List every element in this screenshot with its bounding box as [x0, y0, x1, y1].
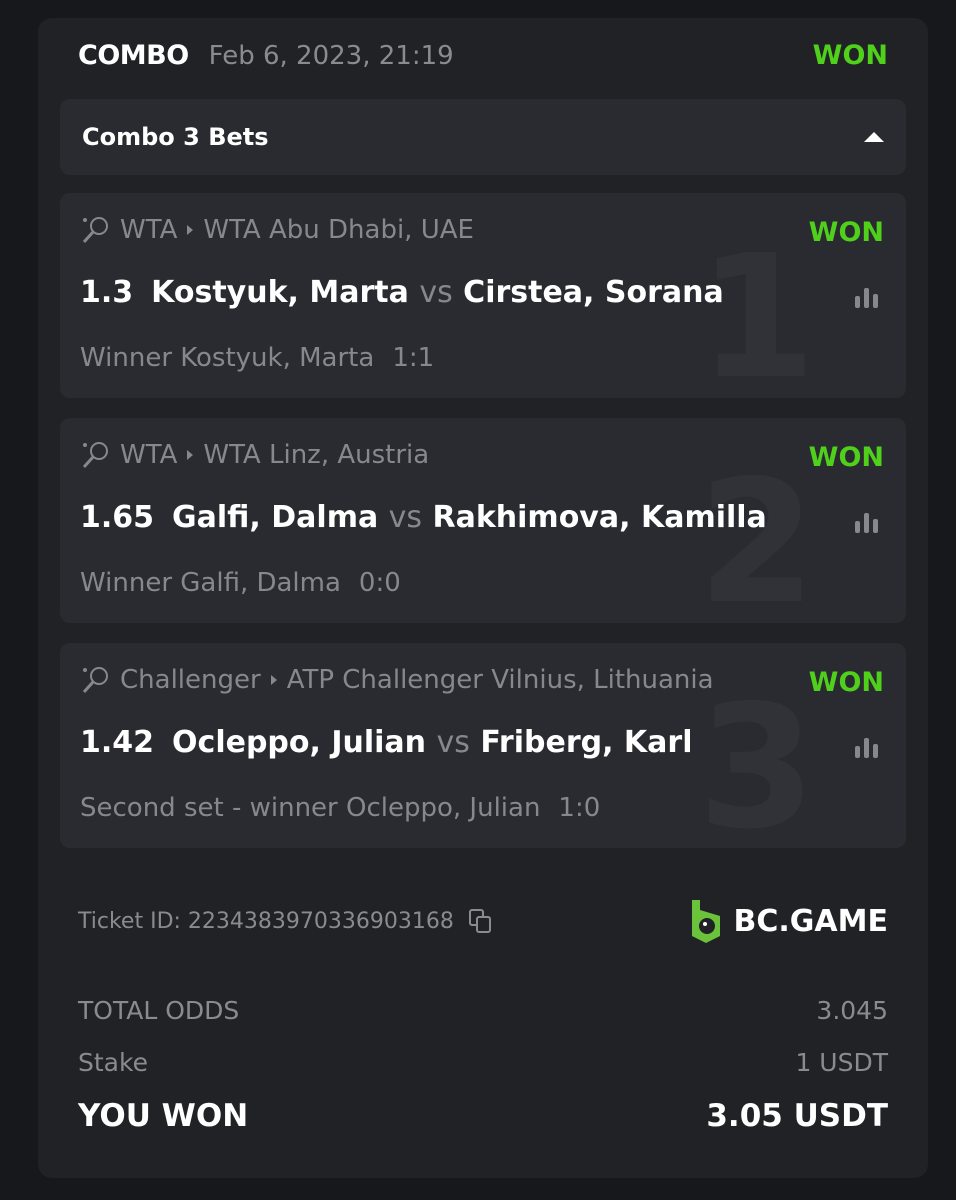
tennis-racket-icon	[82, 442, 108, 469]
combo-toggle[interactable]: Combo 3 Bets	[60, 99, 906, 175]
total-odds-row: TOTAL ODDS 3.045	[78, 996, 888, 1025]
stats-icon[interactable]	[855, 738, 878, 758]
bet-ticket-card: COMBO Feb 6, 2023, 21:19 WON Combo 3 Bet…	[38, 18, 928, 1178]
league-name: WTA Linz, Austria	[203, 440, 430, 470]
bet-date: Feb 6, 2023, 21:19	[208, 41, 454, 71]
bet-status: WON	[808, 217, 884, 248]
league-path[interactable]: Challenger ATP Challenger Vilnius, Lithu…	[80, 665, 790, 695]
breadcrumb-arrow-icon	[187, 450, 194, 460]
league-path[interactable]: WTA WTA Linz, Austria	[80, 440, 790, 470]
bet-index: 2	[697, 444, 816, 623]
total-odds-value: 3.045	[816, 996, 888, 1025]
you-won-label: YOU WON	[78, 1098, 249, 1134]
match: 1.42 Ocleppo, Julian vs Friberg, Karl	[80, 725, 693, 760]
you-won-value: 3.05 USDT	[706, 1098, 888, 1134]
bet-status: WON	[808, 442, 884, 473]
away-player: Cirstea, Sorana	[463, 275, 724, 310]
bet-item[interactable]: 3 Challenger ATP Challenger Vilnius, Lit…	[60, 643, 906, 848]
stats-icon[interactable]	[855, 288, 878, 308]
stake-label: Stake	[78, 1048, 148, 1077]
status-badge: WON	[812, 40, 888, 71]
score: 0:0	[358, 568, 401, 598]
breadcrumb-arrow-icon	[270, 675, 277, 685]
tennis-racket-icon	[82, 667, 108, 694]
match: 1.65 Galfi, Dalma vs Rakhimova, Kamilla	[80, 500, 767, 535]
sport-name: WTA	[120, 215, 178, 245]
stake-value: 1 USDT	[795, 1048, 888, 1077]
logo-icon	[691, 900, 720, 943]
sport-name: WTA	[120, 440, 178, 470]
score: 1:1	[392, 343, 435, 373]
bc-game-logo: BC.GAME	[688, 898, 888, 944]
combo-label: Combo 3 Bets	[82, 123, 269, 151]
stake-row: Stake 1 USDT	[78, 1048, 888, 1077]
bet-item[interactable]: 1 WTA WTA Abu Dhabi, UAE WON 1.3 Kostyuk,…	[60, 193, 906, 398]
bet-index: 1	[697, 219, 816, 398]
stats-icon[interactable]	[855, 513, 878, 533]
vs-label: vs	[419, 275, 453, 310]
away-player: Rakhimova, Kamilla	[432, 500, 767, 535]
ticket-id: Ticket ID: 2234383970336903168	[78, 908, 492, 934]
odds: 1.3	[80, 275, 134, 310]
total-odds-label: TOTAL ODDS	[78, 996, 240, 1025]
pick-text: Winner Galfi, Dalma	[80, 568, 341, 598]
you-won-row: YOU WON 3.05 USDT	[78, 1098, 888, 1134]
league-name: ATP Challenger Vilnius, Lithuania	[286, 665, 714, 695]
home-player: Galfi, Dalma	[172, 500, 379, 535]
vs-label: vs	[436, 725, 470, 760]
ticket-header: COMBO Feb 6, 2023, 21:19 WON	[78, 40, 888, 71]
breadcrumb-arrow-icon	[187, 225, 194, 235]
pick-text: Winner Kostyuk, Marta	[80, 343, 375, 373]
vs-label: vs	[388, 500, 423, 535]
odds: 1.42	[80, 725, 155, 760]
bet-status: WON	[808, 667, 884, 698]
pick-text: Second set - winner Ocleppo, Julian	[80, 793, 541, 823]
odds: 1.65	[80, 500, 155, 535]
collapse-icon[interactable]	[864, 132, 884, 142]
bet-item[interactable]: 2 WTA WTA Linz, Austria WON 1.65 Galfi, D…	[60, 418, 906, 623]
ticket-id-text: Ticket ID: 2234383970336903168	[78, 908, 454, 934]
match: 1.3 Kostyuk, Marta vs Cirstea, Sorana	[80, 275, 724, 310]
brand-name: BC.GAME	[733, 903, 888, 939]
bet-type: COMBO	[78, 40, 189, 71]
bet-index: 3	[697, 669, 816, 848]
pick: Winner Galfi, Dalma 0:0	[80, 568, 401, 598]
tennis-racket-icon	[82, 217, 108, 244]
home-player: Ocleppo, Julian	[172, 725, 427, 760]
pick: Winner Kostyuk, Marta 1:1	[80, 343, 434, 373]
league-path[interactable]: WTA WTA Abu Dhabi, UAE	[80, 215, 790, 245]
away-player: Friberg, Karl	[480, 725, 693, 760]
score: 1:0	[558, 793, 601, 823]
home-player: Kostyuk, Marta	[151, 275, 409, 310]
pick: Second set - winner Ocleppo, Julian 1:0	[80, 793, 600, 823]
league-name: WTA Abu Dhabi, UAE	[203, 215, 474, 245]
copy-icon[interactable]	[468, 908, 492, 934]
sport-name: Challenger	[120, 665, 261, 695]
